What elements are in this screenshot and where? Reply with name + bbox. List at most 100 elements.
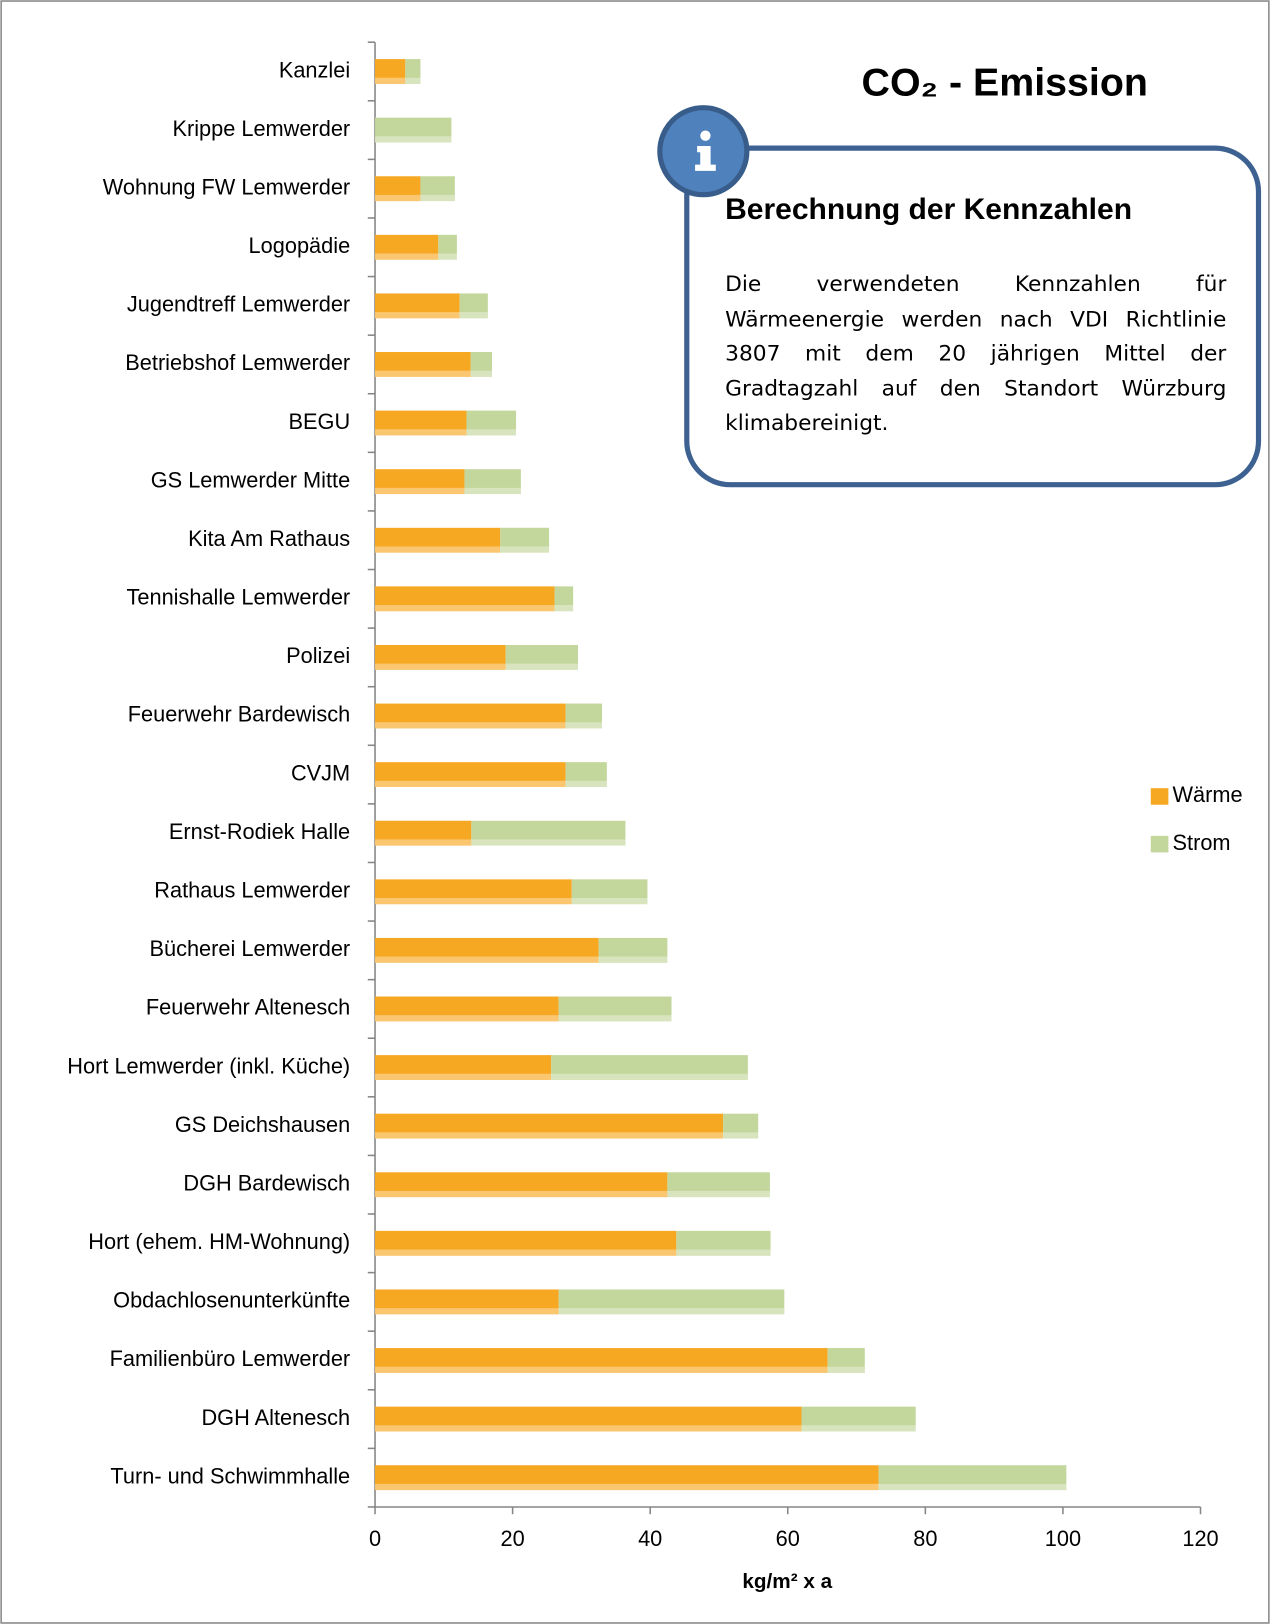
bar-segment [375,176,421,202]
y-tick-label: Familienbüro Lemwerder [110,1346,351,1371]
bar-shade [565,722,603,729]
y-tick-label: GS Lemwerder Mitte [151,467,350,492]
bar-segment [565,703,603,729]
y-tick-label: Kita Am Rathaus [188,526,350,551]
bar-segment [405,59,421,84]
bar-shade [375,136,452,143]
bar-shade [375,839,472,846]
bar-shade [375,1015,559,1022]
bar-shade [565,780,607,788]
bar-shade [551,1073,748,1080]
bar-shade [375,253,439,260]
legend-label: Strom [1173,830,1231,855]
bar-segment [375,59,406,84]
bar-shade [375,663,506,670]
bar-segment [375,1348,828,1373]
y-tick-label: Wohnung FW Lemwerder [103,174,350,199]
bar-segment [375,527,501,553]
bar-segment [558,1289,785,1315]
bar-segment [375,1465,879,1491]
bar-segment [471,820,626,846]
bar-shade [375,312,460,319]
x-tick-label: 60 [776,1526,800,1551]
x-tick-label: 80 [913,1526,937,1551]
bar-segment [375,586,555,612]
bar-segment [459,293,488,319]
bar-segment [571,879,648,905]
bar-segment [470,352,492,377]
bar-shade [878,1483,1067,1491]
bar-shade [558,1015,672,1022]
legend-swatch [1150,835,1169,853]
y-tick-label: Hort (ehem. HM-Wohnung) [88,1229,350,1254]
y-tick-label: BEGU [289,409,351,434]
y-tick-label: Rathaus Lemwerder [154,878,350,903]
bar-segment [558,996,672,1022]
y-tick-label: Betriebshof Lemwerder [125,350,350,375]
legend-label: Wärme [1173,782,1243,807]
bar-segment [505,644,578,670]
bar-segment [667,1172,770,1198]
bar-shade [554,605,574,612]
bar-shade [375,1249,677,1256]
y-tick-label: Polizei [286,643,350,668]
bar-shade [375,487,465,495]
bar-shade [375,429,467,436]
bar-shade [464,487,521,495]
bar-shade [375,1190,668,1198]
bar-shade [375,897,572,905]
bar-segment [375,1055,552,1080]
bar-segment [565,762,607,788]
bar-shade [471,839,626,846]
bar-segment [878,1465,1067,1491]
bar-shade [827,1366,865,1373]
bar-segment [466,410,517,436]
bar-shade [375,77,406,84]
y-tick-label: Tennishalle Lemwerder [127,585,351,610]
bar-shade [375,1132,724,1139]
bar-segment [375,644,506,670]
bar-segment [827,1348,865,1373]
bar-shade [375,194,421,202]
bar-segment [375,996,559,1022]
bar-shade [571,897,648,905]
info-title: Berechnung der Kennzahlen [725,193,1132,226]
bar-segment [464,469,521,495]
x-tick-label: 20 [501,1526,525,1551]
bar-shade [667,1190,770,1198]
bar-segment [420,176,455,202]
y-tick-label: Jugendtreff Lemwerder [127,292,350,317]
y-tick-label: Turn- und Schwimmhalle [110,1463,350,1488]
chart-title: CO₂ - Emission [862,60,1148,104]
bar-segment [375,234,439,260]
y-tick-label: Obdachlosenunterkünfte [113,1288,350,1313]
bar-shade [405,77,421,84]
info-text: Die verwendeten Kennzahlen für Wärmeener… [725,271,1227,435]
bar-shade [420,194,455,202]
bar-shade [558,1308,785,1315]
bar-segment [375,1406,802,1432]
bar-segment [375,352,471,377]
bar-shade [598,956,668,963]
bar-segment [500,527,550,553]
bar-shade [801,1425,916,1432]
y-tick-label: Feuerwehr Altenesch [146,995,350,1020]
bar-shade [375,956,599,963]
x-tick-label: 0 [369,1526,381,1551]
bar-segment [375,1230,677,1256]
bar-shade [375,605,555,612]
bar-segment [375,410,467,436]
y-tick-label: Krippe Lemwerder [172,116,350,141]
bar-segment [438,234,457,260]
bar-shade [505,663,578,670]
bar-shade [470,370,492,377]
y-tick-label: Bücherei Lemwerder [149,936,350,961]
y-tick-label: Kanzlei [279,57,350,82]
bar-segment [554,586,574,612]
info-text-box: Die verwendeten Kennzahlen für Wärmeener… [725,271,1227,435]
y-tick-label: Hort Lemwerder (inkl. Küche) [67,1053,350,1078]
legend-swatch [1150,788,1169,805]
bar-shade [723,1132,759,1139]
y-tick-label: DGH Altenesch [201,1405,350,1430]
